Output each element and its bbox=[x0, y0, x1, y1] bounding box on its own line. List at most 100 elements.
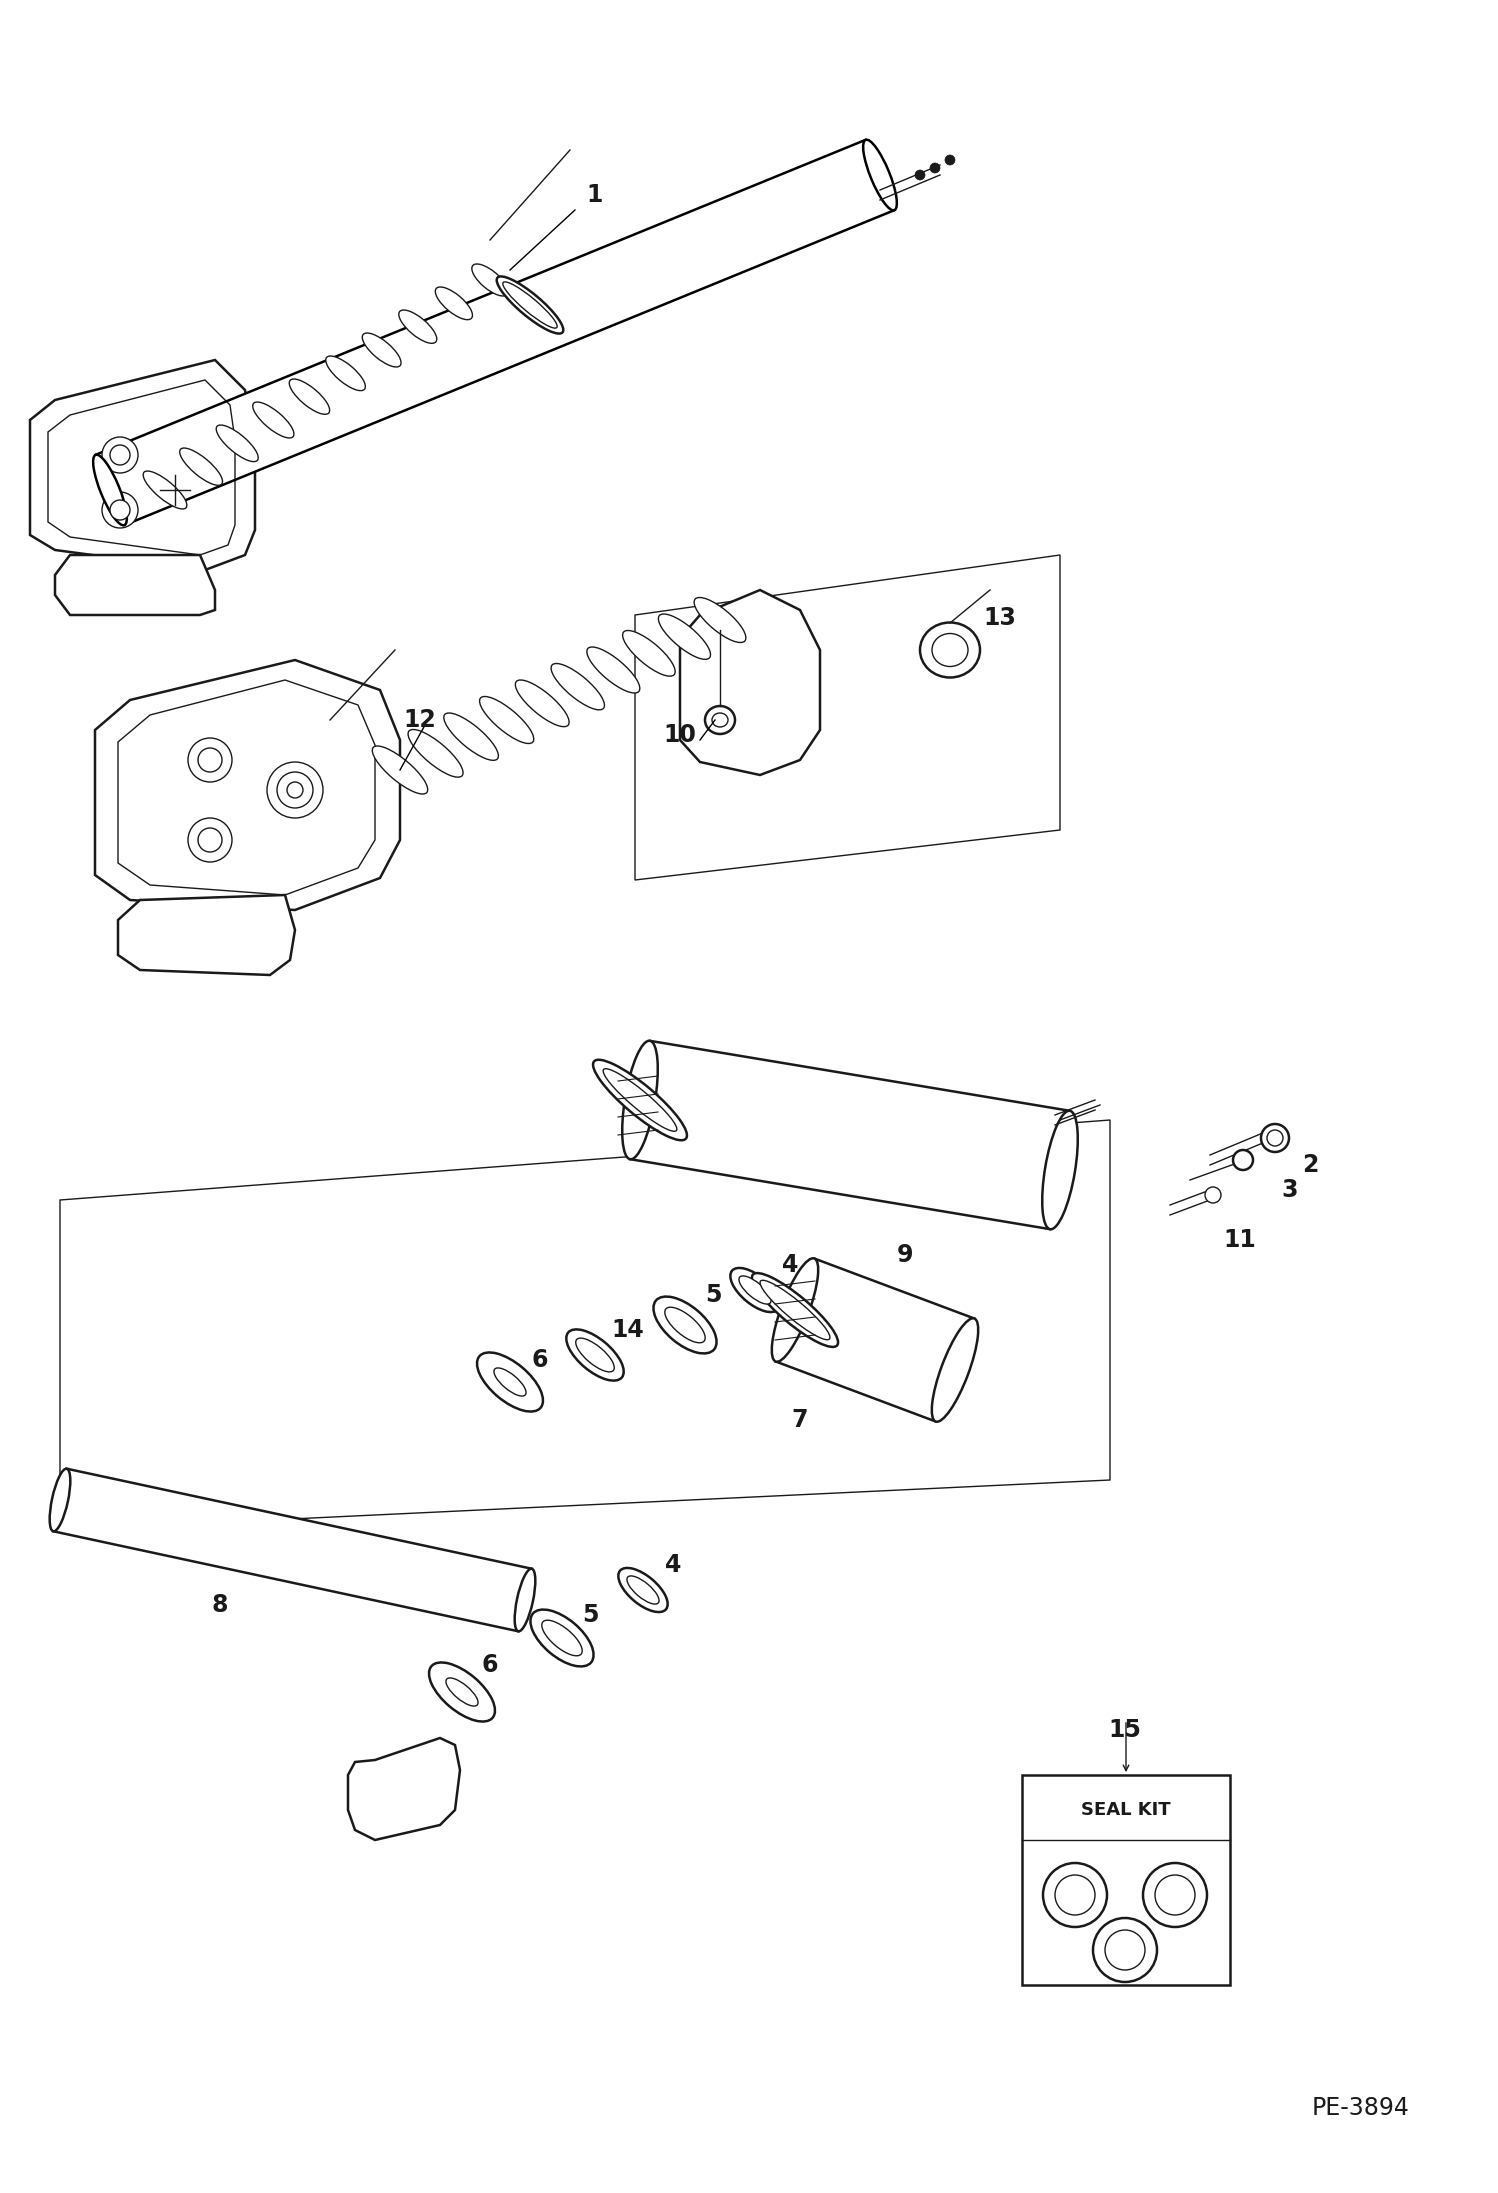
Text: 4: 4 bbox=[665, 1553, 682, 1577]
Ellipse shape bbox=[623, 629, 676, 675]
Text: 8: 8 bbox=[211, 1592, 228, 1616]
Circle shape bbox=[1267, 1129, 1282, 1147]
Ellipse shape bbox=[144, 471, 187, 509]
Ellipse shape bbox=[566, 1329, 623, 1382]
Circle shape bbox=[945, 156, 956, 164]
Ellipse shape bbox=[863, 140, 897, 211]
Circle shape bbox=[915, 171, 924, 180]
Circle shape bbox=[288, 783, 303, 798]
Circle shape bbox=[198, 748, 222, 772]
Ellipse shape bbox=[325, 355, 366, 390]
Circle shape bbox=[1204, 1186, 1221, 1204]
Ellipse shape bbox=[604, 1068, 677, 1132]
Ellipse shape bbox=[752, 1274, 837, 1347]
Text: 1: 1 bbox=[587, 182, 604, 206]
Circle shape bbox=[1261, 1125, 1288, 1151]
Circle shape bbox=[109, 445, 130, 465]
Text: 15: 15 bbox=[1109, 1717, 1141, 1741]
Text: 10: 10 bbox=[664, 724, 697, 748]
Ellipse shape bbox=[479, 697, 533, 743]
Circle shape bbox=[189, 818, 232, 862]
Ellipse shape bbox=[373, 746, 428, 794]
Ellipse shape bbox=[653, 1296, 716, 1353]
Ellipse shape bbox=[739, 1276, 771, 1305]
Ellipse shape bbox=[289, 379, 330, 414]
Ellipse shape bbox=[920, 623, 980, 678]
Polygon shape bbox=[680, 590, 819, 774]
Ellipse shape bbox=[593, 1059, 688, 1140]
Text: SEAL KIT: SEAL KIT bbox=[1082, 1800, 1171, 1818]
Ellipse shape bbox=[503, 283, 557, 329]
Ellipse shape bbox=[216, 425, 258, 463]
Ellipse shape bbox=[363, 333, 401, 366]
Text: 7: 7 bbox=[792, 1408, 809, 1432]
Polygon shape bbox=[94, 660, 400, 910]
Text: 12: 12 bbox=[403, 708, 436, 732]
Ellipse shape bbox=[407, 730, 463, 776]
Text: 2: 2 bbox=[1302, 1154, 1318, 1178]
Ellipse shape bbox=[706, 706, 736, 735]
Ellipse shape bbox=[694, 596, 746, 643]
Ellipse shape bbox=[575, 1338, 614, 1373]
Circle shape bbox=[109, 500, 130, 520]
Polygon shape bbox=[348, 1739, 460, 1840]
Ellipse shape bbox=[658, 614, 710, 660]
Polygon shape bbox=[55, 555, 216, 614]
Text: 5: 5 bbox=[704, 1283, 721, 1307]
Bar bbox=[1022, 1774, 1230, 1985]
Ellipse shape bbox=[665, 1307, 706, 1342]
Text: 6: 6 bbox=[482, 1654, 499, 1678]
Ellipse shape bbox=[759, 1281, 830, 1340]
Circle shape bbox=[102, 436, 138, 474]
Ellipse shape bbox=[49, 1469, 70, 1531]
Ellipse shape bbox=[542, 1621, 583, 1656]
Text: 13: 13 bbox=[984, 605, 1017, 629]
Ellipse shape bbox=[428, 1662, 494, 1722]
Ellipse shape bbox=[93, 454, 127, 526]
Ellipse shape bbox=[494, 1368, 526, 1397]
Ellipse shape bbox=[436, 287, 472, 320]
Ellipse shape bbox=[622, 1042, 658, 1160]
Ellipse shape bbox=[619, 1568, 668, 1612]
Text: 5: 5 bbox=[581, 1603, 598, 1627]
Polygon shape bbox=[96, 140, 894, 524]
Text: 3: 3 bbox=[1282, 1178, 1299, 1202]
Text: 11: 11 bbox=[1224, 1228, 1257, 1252]
Ellipse shape bbox=[398, 309, 437, 344]
Ellipse shape bbox=[771, 1259, 818, 1362]
Ellipse shape bbox=[180, 447, 223, 485]
Circle shape bbox=[198, 829, 222, 853]
Circle shape bbox=[267, 761, 324, 818]
Polygon shape bbox=[60, 1121, 1110, 1531]
Ellipse shape bbox=[472, 263, 508, 296]
Ellipse shape bbox=[515, 1568, 535, 1632]
Ellipse shape bbox=[476, 1353, 542, 1412]
Ellipse shape bbox=[932, 634, 968, 667]
Polygon shape bbox=[635, 555, 1061, 879]
Circle shape bbox=[930, 162, 941, 173]
Text: 4: 4 bbox=[782, 1252, 798, 1276]
Polygon shape bbox=[118, 895, 295, 976]
Ellipse shape bbox=[551, 664, 605, 711]
Text: 9: 9 bbox=[897, 1243, 914, 1268]
Polygon shape bbox=[776, 1259, 974, 1421]
Circle shape bbox=[1233, 1149, 1252, 1171]
Polygon shape bbox=[30, 360, 255, 570]
Ellipse shape bbox=[587, 647, 640, 693]
Text: PE-3894: PE-3894 bbox=[1312, 2097, 1410, 2121]
Ellipse shape bbox=[443, 713, 499, 761]
Ellipse shape bbox=[253, 401, 294, 439]
Ellipse shape bbox=[530, 1610, 593, 1667]
Ellipse shape bbox=[446, 1678, 478, 1706]
Ellipse shape bbox=[628, 1577, 659, 1603]
Text: 14: 14 bbox=[611, 1318, 644, 1342]
Circle shape bbox=[189, 739, 232, 783]
Circle shape bbox=[277, 772, 313, 807]
Polygon shape bbox=[631, 1042, 1070, 1230]
Ellipse shape bbox=[1043, 1112, 1077, 1230]
Polygon shape bbox=[54, 1469, 532, 1632]
Text: 6: 6 bbox=[532, 1349, 548, 1373]
Ellipse shape bbox=[712, 713, 728, 728]
Ellipse shape bbox=[515, 680, 569, 726]
Ellipse shape bbox=[731, 1268, 779, 1311]
